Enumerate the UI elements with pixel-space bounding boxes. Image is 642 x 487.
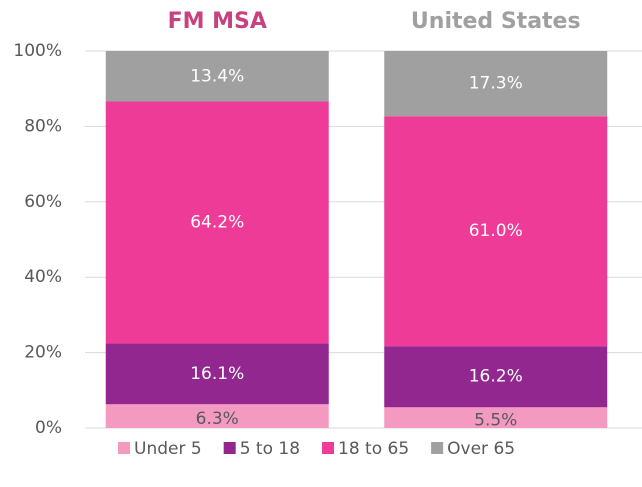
data-label: 5.5%	[474, 411, 517, 431]
legend-label: 18 to 65	[338, 439, 409, 459]
data-label: 61.0%	[469, 221, 523, 241]
legend-swatch	[223, 442, 236, 454]
y-tick-label: 80%	[24, 116, 62, 136]
bar-segment	[105, 51, 329, 102]
bar-segment	[384, 51, 608, 117]
legend-label: Over 65	[447, 439, 515, 459]
bar-segment	[105, 343, 329, 405]
bar-segment	[384, 346, 608, 408]
bar-segment	[384, 407, 608, 428]
y-tick-label: 0%	[35, 418, 62, 438]
bar-segment	[384, 116, 608, 347]
legend-swatch	[322, 442, 335, 454]
bar-segment	[105, 404, 329, 428]
data-label: 17.3%	[469, 74, 523, 94]
data-label: 6.3%	[196, 409, 239, 429]
category-label: United States	[411, 9, 581, 34]
y-tick-label: 40%	[24, 267, 62, 287]
data-label: 13.4%	[190, 66, 244, 86]
legend-swatch	[431, 442, 444, 454]
y-tick-label: 60%	[24, 192, 62, 212]
legend-label: 5 to 18	[240, 439, 300, 459]
data-label: 16.2%	[469, 367, 523, 387]
data-label: 64.2%	[190, 213, 244, 233]
y-tick-label: 20%	[24, 343, 62, 363]
category-label: FM MSA	[168, 9, 267, 34]
legend-label: Under 5	[134, 439, 202, 459]
y-tick-label: 100%	[13, 41, 62, 61]
bar-segment	[105, 101, 329, 344]
legend-swatch	[118, 442, 130, 454]
data-label: 16.1%	[190, 364, 244, 384]
